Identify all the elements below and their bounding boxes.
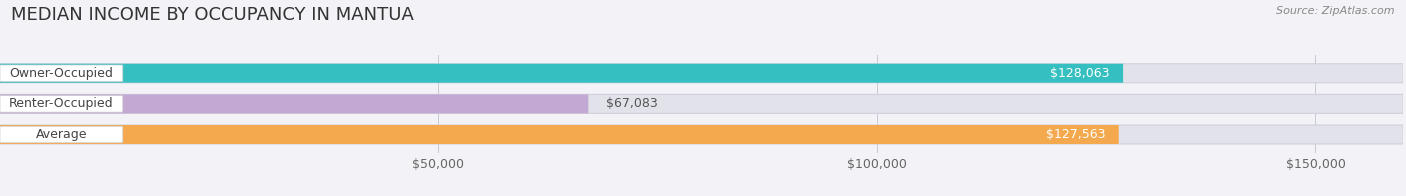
Text: $128,063: $128,063 [1050,67,1109,80]
Text: Source: ZipAtlas.com: Source: ZipAtlas.com [1277,6,1395,16]
FancyBboxPatch shape [0,125,1119,144]
FancyBboxPatch shape [0,64,1123,83]
FancyBboxPatch shape [0,94,1403,113]
FancyBboxPatch shape [0,126,122,143]
FancyBboxPatch shape [0,125,1403,144]
FancyBboxPatch shape [0,94,588,113]
FancyBboxPatch shape [0,96,122,112]
Text: Owner-Occupied: Owner-Occupied [10,67,114,80]
Text: Renter-Occupied: Renter-Occupied [8,97,114,110]
Text: $127,563: $127,563 [1046,128,1105,141]
Text: $67,083: $67,083 [606,97,658,110]
FancyBboxPatch shape [0,64,1403,83]
Text: Average: Average [35,128,87,141]
FancyBboxPatch shape [0,65,122,82]
Text: MEDIAN INCOME BY OCCUPANCY IN MANTUA: MEDIAN INCOME BY OCCUPANCY IN MANTUA [11,6,415,24]
